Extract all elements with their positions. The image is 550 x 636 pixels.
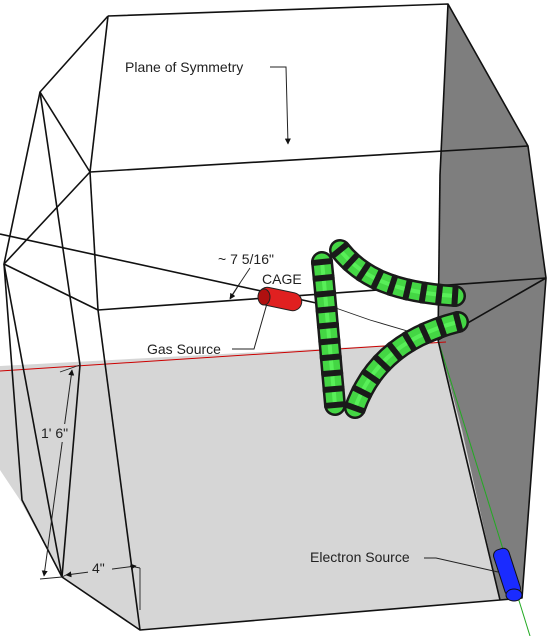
plane-of-symmetry-label: Plane of Symmetry bbox=[125, 59, 243, 75]
coil-band bbox=[452, 311, 464, 333]
gap-dimension-arrow bbox=[229, 282, 241, 300]
coil-band bbox=[321, 369, 344, 378]
height-dimension-arrow bbox=[41, 369, 75, 577]
lower-right-coil[interactable] bbox=[344, 311, 469, 419]
height-dimension-label-bg bbox=[38, 424, 70, 442]
coil-band bbox=[330, 241, 350, 259]
width-dimension-label-bg bbox=[88, 560, 112, 576]
coil-band bbox=[360, 368, 381, 385]
coil-band bbox=[355, 261, 372, 282]
gap-dimension-label: ~ 7 5/16" bbox=[218, 251, 274, 267]
coil-band bbox=[435, 283, 444, 306]
coil-band bbox=[418, 281, 428, 304]
coil-band bbox=[370, 268, 385, 290]
coil-band bbox=[435, 316, 448, 338]
gas-source-object[interactable] bbox=[257, 286, 304, 313]
coil-band bbox=[323, 401, 347, 409]
red-axis-line bbox=[0, 341, 447, 372]
coil-band bbox=[315, 305, 338, 314]
coil-band bbox=[316, 321, 340, 330]
coil-band bbox=[386, 341, 404, 362]
gas-source-label: Gas Source bbox=[147, 341, 221, 357]
width-dimension-label: 4" bbox=[92, 560, 105, 576]
coil-band bbox=[344, 401, 366, 415]
upper-right-coil[interactable] bbox=[329, 239, 466, 308]
coil-band bbox=[314, 289, 337, 298]
coil-band bbox=[351, 384, 373, 399]
coil-band bbox=[372, 354, 392, 373]
coil-band bbox=[451, 284, 459, 308]
coil-band bbox=[318, 337, 341, 346]
right-face bbox=[438, 4, 546, 600]
coil-band bbox=[310, 258, 334, 266]
cage-label: CAGE bbox=[262, 271, 302, 287]
floor-plane bbox=[0, 342, 500, 630]
height-dimension-label: 1' 6" bbox=[41, 425, 68, 441]
coil-band bbox=[402, 278, 413, 301]
coil-band bbox=[386, 274, 398, 297]
coil-band bbox=[341, 252, 360, 271]
electron-source-leader bbox=[424, 557, 499, 573]
enclosure-wireframe bbox=[0, 3, 547, 631]
coil-band bbox=[312, 274, 335, 282]
coil-band bbox=[418, 322, 432, 345]
vertical-coil[interactable] bbox=[310, 251, 347, 416]
gas-source-leader bbox=[232, 299, 269, 350]
coil-band bbox=[401, 331, 417, 352]
coil-band bbox=[322, 385, 345, 393]
plane-of-symmetry-leader bbox=[270, 66, 291, 145]
coil-group[interactable] bbox=[310, 239, 469, 419]
electron-source-object[interactable] bbox=[492, 547, 523, 602]
coil-band bbox=[319, 353, 342, 362]
electron-source-label: Electron Source bbox=[310, 549, 410, 565]
